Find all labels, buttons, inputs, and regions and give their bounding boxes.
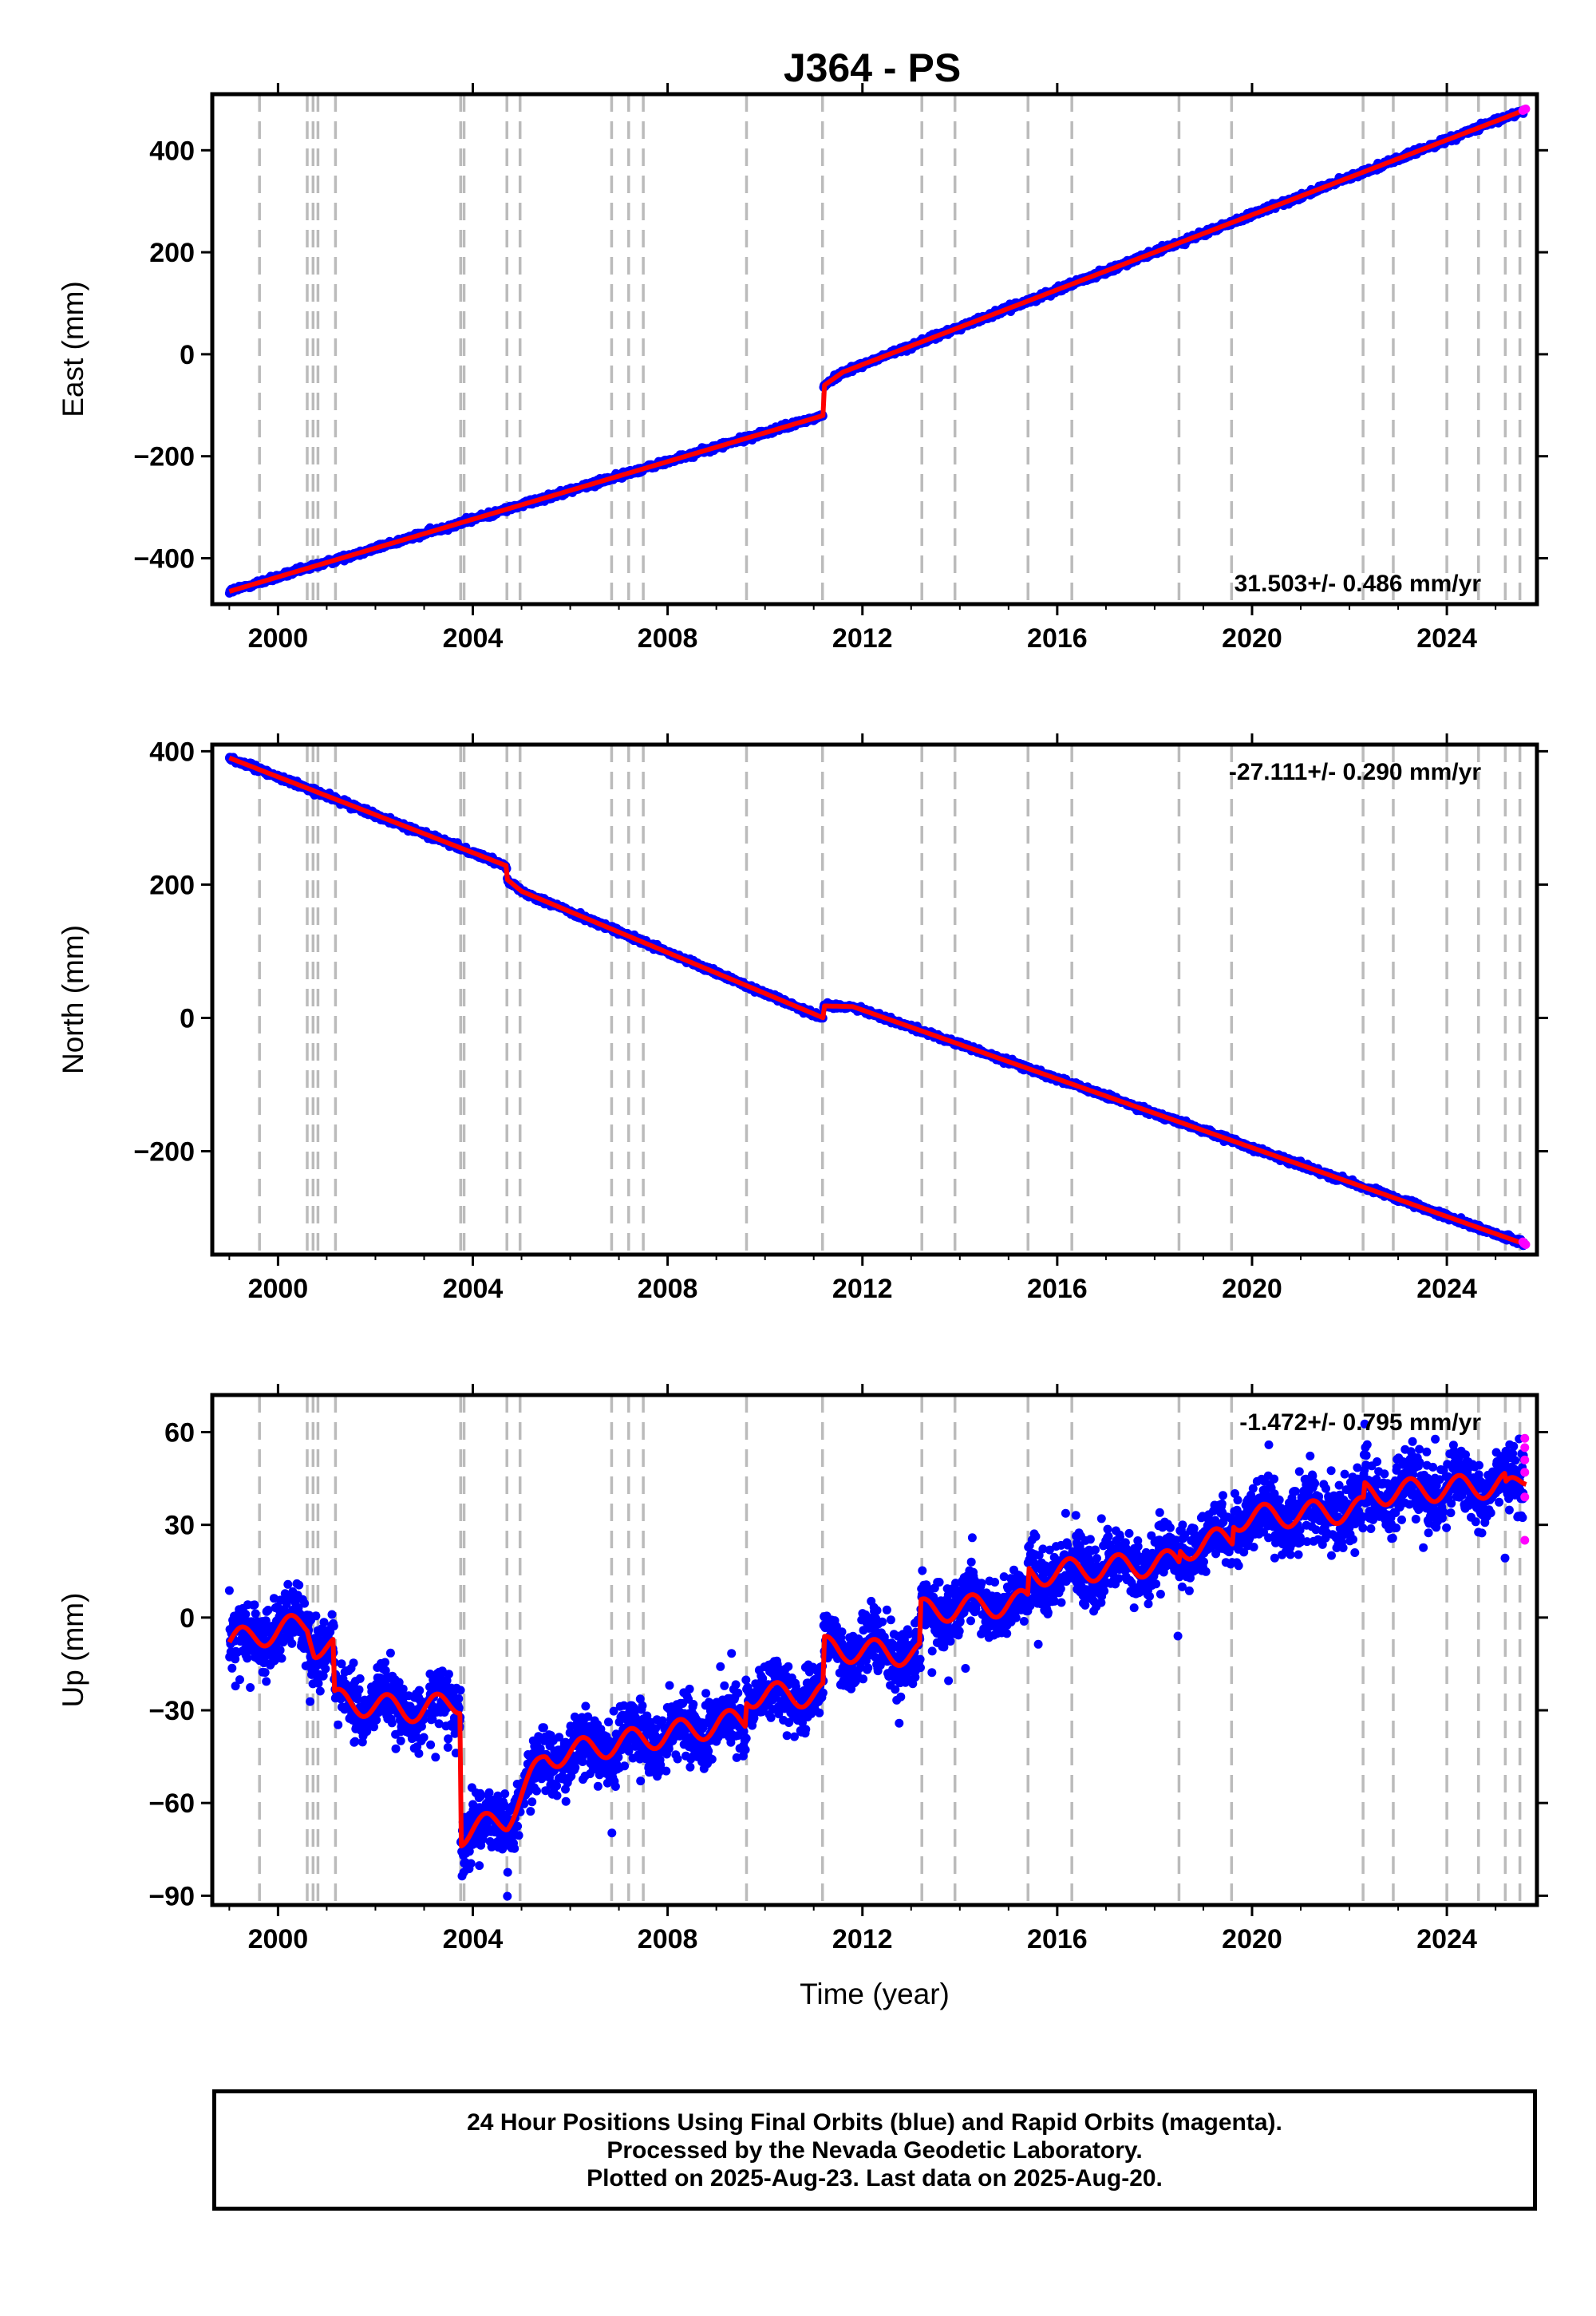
model-line bbox=[228, 107, 1527, 594]
x-tick-label: 2016 bbox=[1027, 623, 1088, 654]
rapid-point bbox=[1521, 105, 1531, 114]
plot-area bbox=[224, 745, 1531, 1255]
y-tick-label: −400 bbox=[133, 543, 195, 574]
y-tick-label: 0 bbox=[180, 340, 195, 370]
x-tick-label: 2000 bbox=[248, 623, 309, 654]
panel-east: −400 −200 0 200 400 2000 2004 2008 2012 2016 2020 2… bbox=[57, 83, 1548, 654]
y-tick-label: 400 bbox=[149, 136, 195, 166]
x-tick-label: 2008 bbox=[638, 623, 698, 654]
final-orbit-points bbox=[224, 105, 1528, 598]
y-axis-label: East (mm) bbox=[57, 281, 89, 417]
y-tick-label: −200 bbox=[133, 442, 195, 472]
plot-area bbox=[224, 94, 1531, 604]
y-tick-label: 200 bbox=[149, 238, 195, 268]
axes-frame bbox=[210, 92, 1539, 607]
x-tick-label: 2004 bbox=[443, 623, 504, 654]
x-tick-label: 2024 bbox=[1416, 623, 1477, 654]
x-tick-label: 2012 bbox=[832, 623, 893, 654]
x-tick-label: 2020 bbox=[1222, 623, 1282, 654]
rate-label: 31.503+/- 0.486 mm/yr bbox=[1235, 571, 1482, 597]
chart-title: J364 - PS bbox=[784, 45, 961, 90]
